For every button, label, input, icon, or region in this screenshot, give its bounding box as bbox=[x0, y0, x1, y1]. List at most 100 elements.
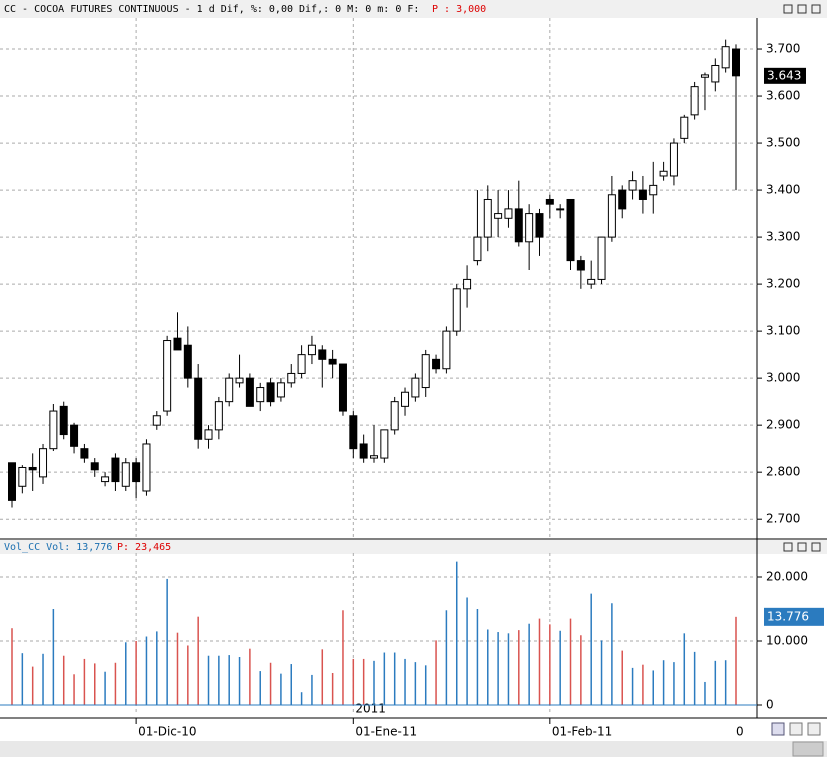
candle-body bbox=[204, 429, 213, 440]
candle-body bbox=[328, 358, 337, 365]
candle-body bbox=[473, 236, 482, 262]
candle-body bbox=[711, 64, 720, 83]
candle-body bbox=[297, 354, 306, 374]
volume-window-controls[interactable] bbox=[783, 542, 821, 552]
candle-body bbox=[700, 74, 709, 78]
candle-body bbox=[494, 213, 503, 219]
candle-body bbox=[183, 344, 192, 379]
candle-body bbox=[163, 340, 172, 412]
candle-body bbox=[587, 278, 596, 285]
volume-p-label: P: 23,465 bbox=[117, 542, 171, 553]
candle-body bbox=[669, 142, 678, 177]
candle-body bbox=[194, 377, 203, 440]
candle-body bbox=[152, 415, 161, 426]
candle-body bbox=[452, 288, 461, 332]
candle-body bbox=[266, 382, 275, 403]
candle-body bbox=[349, 415, 358, 450]
scroll-thumb[interactable] bbox=[792, 741, 824, 757]
candle-body bbox=[121, 462, 130, 487]
candle-body bbox=[235, 377, 244, 384]
last-volume-label: 13.776 bbox=[767, 609, 809, 623]
candle-body bbox=[318, 349, 327, 360]
candle-body bbox=[380, 429, 389, 459]
y-tick-label: 3.500 bbox=[766, 136, 800, 150]
candle-body bbox=[18, 466, 27, 487]
candle-body bbox=[276, 382, 285, 398]
candle-body bbox=[628, 180, 637, 191]
minimize-button[interactable] bbox=[783, 4, 793, 14]
candle-body bbox=[607, 194, 616, 238]
y-tick-label: 3.200 bbox=[766, 277, 800, 291]
candle-body bbox=[370, 455, 378, 459]
candle-body bbox=[359, 443, 368, 459]
axis-end-label: 0 bbox=[736, 725, 744, 739]
price-p-label: P : 3,000 bbox=[432, 4, 486, 15]
volume-title: Vol_CC Vol: 13,776 bbox=[4, 542, 112, 553]
y-tick-label: 3.000 bbox=[766, 371, 800, 385]
candle-body bbox=[90, 462, 99, 471]
window-controls[interactable] bbox=[783, 4, 821, 14]
y-tick-label: 2.900 bbox=[766, 418, 800, 432]
y-tick-label: 2.700 bbox=[766, 512, 800, 526]
candle-body bbox=[49, 410, 58, 450]
y-tick-label: 2.800 bbox=[766, 465, 800, 479]
candle-body bbox=[80, 448, 89, 459]
candle-body bbox=[401, 391, 410, 407]
x-tick-label: 01-Dic-10 bbox=[138, 725, 196, 739]
y-tick-label: 3.700 bbox=[766, 42, 800, 56]
candle-body bbox=[132, 462, 141, 483]
title-bar bbox=[0, 0, 827, 18]
maximize-button[interactable] bbox=[797, 4, 807, 14]
y-tick-label: 3.400 bbox=[766, 183, 800, 197]
candle-body bbox=[256, 387, 265, 403]
candle-body bbox=[411, 377, 420, 398]
candle-body bbox=[111, 457, 120, 483]
candle-body bbox=[70, 424, 79, 447]
y-tick-label: 3.100 bbox=[766, 324, 800, 338]
candle-body bbox=[101, 476, 110, 483]
close-button[interactable] bbox=[811, 4, 821, 14]
candle-body bbox=[421, 354, 430, 389]
close-button[interactable] bbox=[811, 542, 821, 552]
candle-body bbox=[390, 401, 399, 431]
candle-body bbox=[659, 170, 668, 177]
tool-button[interactable] bbox=[789, 722, 803, 736]
candle-body bbox=[8, 462, 16, 501]
minimize-button[interactable] bbox=[783, 542, 793, 552]
candle-body bbox=[504, 208, 513, 219]
candle-body bbox=[225, 377, 234, 403]
maximize-button[interactable] bbox=[797, 542, 807, 552]
candle-body bbox=[649, 184, 658, 196]
chart-title: CC - COCOA FUTURES CONTINUOUS - 1 d Dif,… bbox=[4, 4, 419, 15]
candle-body bbox=[442, 330, 451, 370]
candle-body bbox=[545, 198, 554, 205]
candle-body bbox=[483, 198, 492, 238]
volume-title-bar bbox=[0, 540, 827, 554]
candle-body bbox=[721, 46, 730, 69]
tool-button[interactable] bbox=[807, 722, 821, 736]
scrollbar[interactable] bbox=[0, 741, 827, 757]
candle-body bbox=[214, 401, 223, 431]
candle-body bbox=[338, 363, 347, 412]
candle-body bbox=[597, 236, 606, 280]
y-tick-label: 3.600 bbox=[766, 89, 800, 103]
candle-body bbox=[59, 405, 68, 436]
last-price-label: 3.643 bbox=[767, 68, 801, 82]
candle-body bbox=[432, 358, 441, 370]
candle-body bbox=[618, 189, 627, 210]
last-price-box bbox=[764, 67, 806, 84]
year-label: 2011 bbox=[355, 702, 386, 716]
candle-body bbox=[514, 208, 523, 243]
candle-body bbox=[142, 443, 151, 492]
candle-body bbox=[39, 448, 48, 478]
candle-body bbox=[535, 213, 544, 238]
candle-body bbox=[463, 278, 472, 290]
last-volume-box bbox=[764, 607, 824, 626]
candle-body bbox=[287, 372, 296, 384]
save-button[interactable] bbox=[771, 722, 785, 736]
candle-body bbox=[245, 377, 254, 407]
y-tick-label: 0 bbox=[766, 698, 774, 712]
candle-body bbox=[680, 116, 689, 139]
candle-body bbox=[307, 344, 316, 356]
